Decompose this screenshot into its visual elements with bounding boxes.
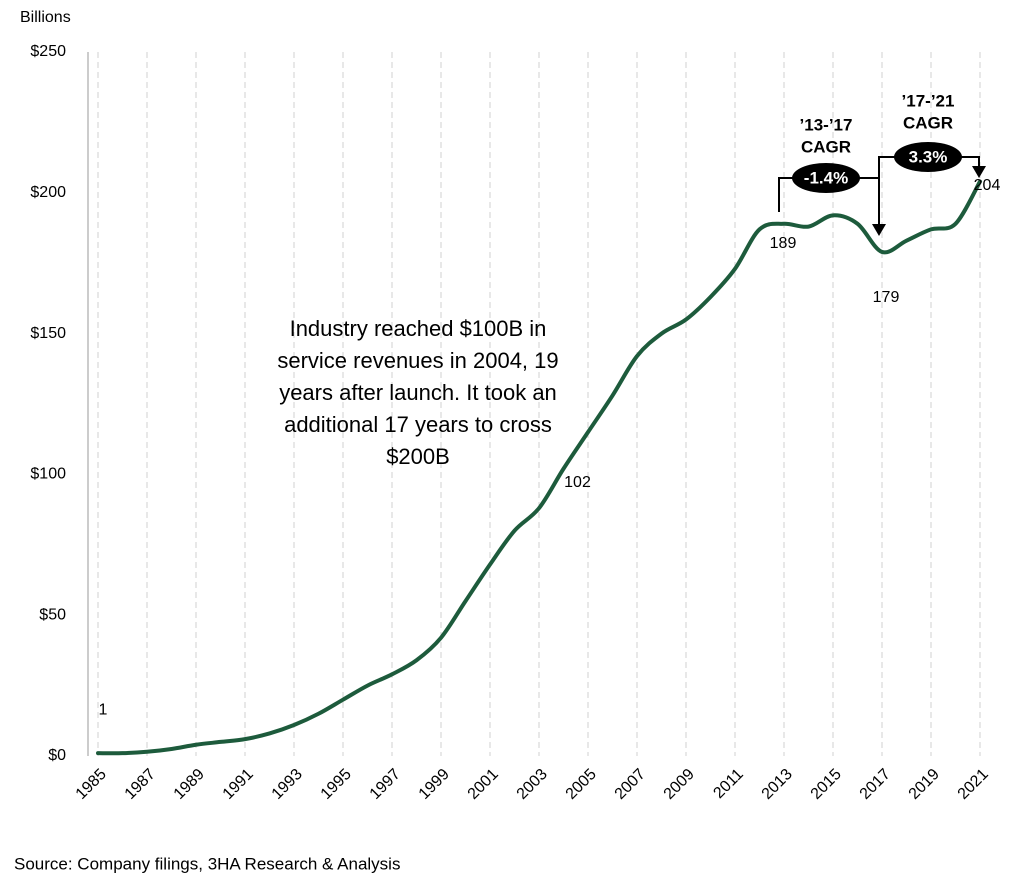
data-label: 179 [873, 289, 900, 306]
cagr-label: CAGR [801, 137, 851, 156]
y-tick-label: $250 [30, 43, 66, 60]
note: Industry reached $100B in [290, 316, 547, 341]
y-tick-label: $200 [30, 184, 66, 201]
x-tick-label: 2011 [710, 766, 746, 802]
note: $200B [386, 444, 450, 469]
x-tick-label: 2005 [563, 766, 600, 803]
x-tick-label: 1989 [171, 766, 208, 803]
x-tick-label: 2007 [612, 766, 649, 803]
cagr-bubble [894, 142, 962, 172]
arrow-head [872, 224, 886, 236]
cagr-bubble [792, 163, 860, 193]
cagr-rate: 3.3% [909, 147, 948, 166]
data-label: 189 [770, 235, 797, 252]
note: additional 17 years to cross [284, 412, 552, 437]
series-line [96, 179, 982, 756]
x-tick-label: 2019 [906, 766, 943, 803]
cagr-period: ’13-’17 [800, 115, 853, 134]
arrow-head [972, 166, 986, 178]
cagr-period: ’17-’21 [902, 91, 955, 110]
x-tick-label: 2001 [465, 766, 502, 803]
x-tick-label: 1985 [73, 766, 110, 803]
data-label: 102 [564, 474, 591, 491]
y-tick-label: $0 [48, 747, 66, 764]
y-tick-label: $50 [39, 606, 66, 623]
note: service revenues in 2004, 19 [277, 348, 558, 373]
cagr-label: CAGR [903, 113, 953, 132]
data-label: 204 [974, 177, 1001, 194]
x-tick-label: 2003 [514, 766, 551, 803]
note: years after launch. It took an [279, 380, 557, 405]
x-tick-label: 2017 [857, 766, 894, 803]
data-label: 1 [99, 701, 108, 718]
y-tick-label: $100 [30, 466, 66, 483]
x-tick-label: 1997 [367, 766, 404, 803]
x-tick-label: 1993 [269, 766, 306, 803]
x-tick-label: 1999 [416, 766, 453, 803]
x-tick-label: 2009 [661, 766, 698, 803]
x-tick-label: 1991 [220, 766, 257, 803]
y-axis-label: Billions [20, 9, 71, 26]
y-tick-label: $150 [30, 325, 66, 342]
source: Source: Company filings, 3HA Research & … [14, 854, 400, 873]
x-tick-label: 2015 [808, 766, 845, 803]
x-tick-label: 1987 [122, 766, 159, 803]
x-tick-label: 2021 [955, 766, 992, 803]
x-tick-label: 1995 [318, 766, 355, 803]
cagr-rate: -1.4% [804, 168, 848, 187]
x-tick-label: 2013 [759, 766, 796, 803]
